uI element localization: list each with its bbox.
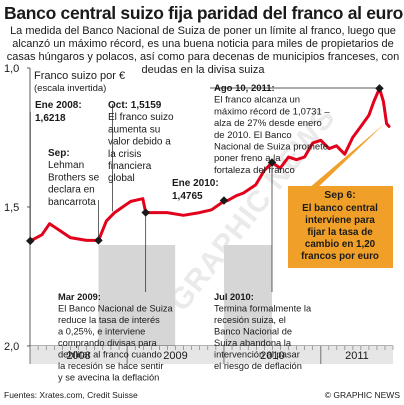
annotation-jul-2010-line: el riesgo de deflación [214, 361, 302, 371]
annotation-oct-line: valor debido a [108, 137, 171, 148]
annotation-sep-lehman-line: Lehman [48, 160, 84, 171]
annotation-sep-lehman-line: declara en [48, 185, 95, 196]
annotation-oct-line: aumenta su [108, 124, 160, 135]
chart-subtitle: La medida del Banco Nacional de Suiza de… [6, 25, 400, 76]
annotation-aug-2011-line: El franco alcanza un [214, 95, 300, 106]
annotation-mar-2009-line: y se avecina la deflación [58, 373, 159, 383]
annotation-value: 1,4765 [172, 191, 203, 202]
annotation-jul-2010-line: Termina formalmente la [214, 304, 312, 314]
annotation-mar-2009: Mar 2009: El Banco Nacional de Suizareduc… [58, 292, 174, 383]
annotation-oct-line: financiera [108, 161, 152, 172]
annotation-head: Ene 2010: [172, 178, 219, 189]
annotation-mar-2009-line: comprando divisas para [58, 338, 158, 348]
annotation-aug-2011-line: máximo récord de 1,0731 – [214, 106, 330, 117]
annotation-aug-2011-head: Ago 10, 2011: [214, 83, 275, 94]
annotation-jul-2010-line: intervención al pasar [214, 350, 300, 360]
annotation-jul-2010-line: Suiza abandona la [214, 338, 292, 348]
annotation-sep-lehman-line: Brothers se [48, 172, 100, 183]
annotation-aug-2011-line: alza de 27% desde enero [214, 118, 322, 129]
shaded-band-2 [223, 245, 272, 346]
annotation-sep-lehman-line: bancarrota [48, 197, 96, 208]
annotation-mar-2009-line: a 0,25%, e interviene [58, 327, 145, 337]
annotation-line: El banco central [302, 203, 378, 214]
annotation-line: fijar la tasa de [307, 227, 373, 238]
annotation-jul-2010-line: Banco Nacional de [214, 327, 292, 337]
annotation-mar-2009-line: la recesión se hace sentir [58, 361, 163, 371]
annotation-jul-2010: Jul 2010: Termina formalmente larecesión … [214, 292, 312, 371]
y-tick-label: 2,0 [4, 341, 19, 353]
annotation-line: cambio en 1,20 [305, 239, 376, 250]
y-axis-note: (escala invertida) [34, 83, 106, 94]
source-note: Fuentes: Xrates.com, Credit Suisse [4, 390, 138, 400]
annotation-sep-lehman-head: Sep: [48, 148, 70, 159]
annotation-head: Sep 6: [324, 189, 356, 201]
annotation-marker [375, 84, 384, 93]
annotation-marker [219, 196, 229, 205]
annotation-aug-2011: Ago 10, 2011:El franco alcanza unmáximo … [214, 83, 330, 176]
annotation-head: Ene 2008: [35, 100, 82, 111]
annotation-aug-2011-line: fortaleza del franco [214, 165, 295, 176]
x-tick-label: 2011 [345, 350, 369, 362]
annotation-marker [141, 208, 150, 217]
y-axis-label: Franco suizo por € [34, 70, 125, 82]
y-tick-label: 1,0 [4, 63, 19, 75]
annotation-oct-line: la crisis [108, 149, 141, 160]
annotation-aug-2011-line: de 2010. El Banco [214, 130, 292, 141]
series-line [28, 86, 391, 243]
annotation-marker [267, 158, 277, 167]
annotation-oct-line: El franco suizo [108, 112, 174, 123]
annotation-marker [94, 236, 103, 245]
y-tick-label: 1,5 [4, 202, 19, 214]
annotation-jul-2010-head: Jul 2010: [214, 292, 254, 302]
annotation-mar-2009-line: El Banco Nacional de Suiza [58, 304, 174, 314]
x-tick-label: 2008 [66, 350, 90, 362]
highlight-box [288, 186, 393, 268]
chart-title: Banco central suizo fija paridad del fra… [4, 3, 403, 23]
annotation-line: francos por euro [301, 251, 379, 262]
shaded-band-1 [98, 245, 176, 346]
annotation-jul-2010-line: recesión suiza, el [214, 315, 286, 325]
annotation-line: interviene para [305, 215, 375, 226]
annotation-oct-line: global [108, 173, 135, 184]
annotation-mar-2009-line: debilitar al franco cuando [58, 350, 162, 360]
highlight-pointer [288, 123, 385, 216]
annotation-mar-2009-head: Mar 2009: [58, 292, 101, 302]
annotation-aug-2011-line: poner freno a la [214, 153, 281, 164]
annotation-value: 1,6218 [35, 113, 66, 124]
x-tick-label: 2009 [163, 350, 187, 362]
annotation-aug-2011-line: Nacional de Suiza promete [214, 142, 328, 153]
x-tick-label: 2010 [260, 350, 284, 362]
annotation-mar-2009-line: reduce la tasa de interés [58, 315, 160, 325]
credit-note: © GRAPHIC NEWS [324, 390, 400, 400]
annotation-oct-head: Oct: 1,5159 [108, 100, 162, 111]
x-axis-band [30, 346, 393, 364]
